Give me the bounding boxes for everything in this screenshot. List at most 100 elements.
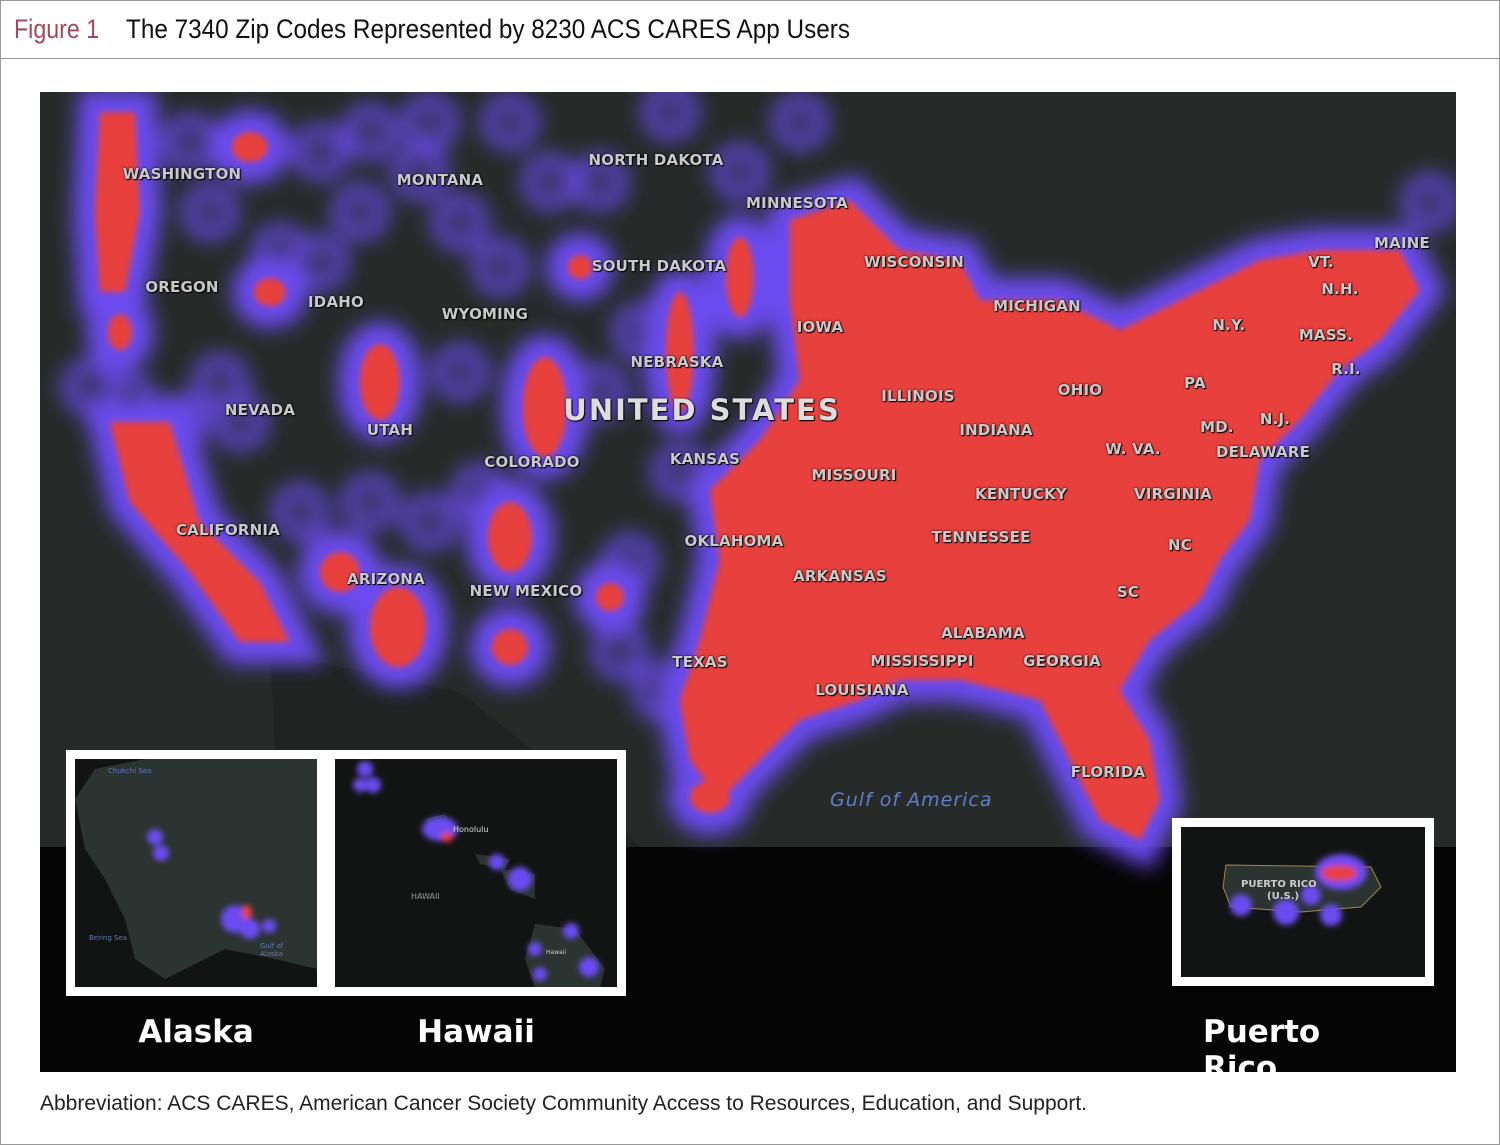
heat-dense-spot (488, 502, 532, 572)
heat-sparse-spot (452, 464, 508, 520)
heat-sparse-spot (642, 92, 698, 140)
figure-caption: Abbreviation: ACS CARES, American Cancer… (40, 1092, 1087, 1115)
heat-sparse-spot (432, 194, 488, 250)
heat-sparse-spot (342, 474, 398, 530)
heat-sparse-spot (572, 154, 628, 210)
heat-sparse-spot (592, 624, 648, 680)
heat-sparse-spot (522, 154, 578, 210)
heat-sparse-spot (292, 124, 348, 180)
state-label: OHIO (1057, 381, 1103, 399)
figure-number: Figure 1 (14, 14, 100, 44)
state-label: SOUTH DAKOTA (591, 257, 727, 275)
heat-dense-spot (690, 781, 730, 813)
heat-sparse-spot (152, 394, 208, 450)
state-label: KENTUCKY (975, 485, 1067, 503)
bering-sea-label: Bering Sea (89, 934, 128, 942)
state-label: NEBRASKA (630, 353, 724, 371)
state-label: MINNESOTA (746, 194, 848, 212)
heat-dense-spot (666, 292, 694, 412)
state-label: WISCONSIN (864, 253, 964, 271)
state-label: CALIFORNIA (175, 521, 281, 539)
state-label: NEW MEXICO (469, 582, 583, 600)
state-label: OREGON (145, 278, 219, 296)
state-label: TEXAS (672, 653, 728, 671)
heat-sparse-spot (292, 234, 348, 290)
heat-dense-spot (254, 278, 286, 306)
heat-sparse-spot (102, 374, 158, 430)
heat-sparse-spot (1402, 174, 1456, 230)
figure-title: The 7340 Zip Codes Represented by 8230 A… (126, 14, 851, 44)
us-territory-label: (U.S.) (1267, 891, 1300, 902)
state-label: N.H. (1321, 280, 1359, 298)
heat-dense-region (110, 422, 290, 642)
state-label: KANSAS (669, 450, 741, 468)
heat-dense-spot (523, 357, 567, 457)
state-label: GEORGIA (1023, 652, 1101, 670)
state-label: MASS. (1298, 326, 1354, 344)
heat-sparse-spot (472, 239, 528, 295)
hawaii-inset: Honolulu HAWAII Hawaii (326, 750, 626, 996)
heat-sparse-spot (402, 494, 458, 550)
state-label: COLORADO (484, 453, 580, 471)
state-label: INDIANA (959, 421, 1033, 439)
state-label: N.J. (1259, 410, 1291, 428)
heat-dense-region (680, 200, 1420, 840)
hawaii-map (353, 761, 605, 987)
state-label: FLORIDA (1070, 763, 1146, 781)
heat-sparse-spot (772, 94, 828, 150)
heat-dense-spot (108, 314, 132, 350)
state-label: IDAHO (308, 293, 364, 311)
heat-sparse-spot (602, 534, 658, 590)
heat-sparse-spot (432, 344, 488, 400)
heat-sparse-spot (632, 664, 688, 720)
state-label: LOUISIANA (815, 681, 909, 699)
state-label: NORTH DAKOTA (588, 151, 724, 169)
state-label: ILLINOIS (881, 387, 955, 405)
heat-sparse-spot (392, 144, 448, 200)
hawaii-title: Hawaii (417, 1014, 535, 1050)
heat-dense-spot (492, 629, 528, 665)
puerto-rico-map (1222, 854, 1382, 926)
state-label: OKLAHOMA (684, 532, 784, 550)
state-label: ARKANSAS (793, 567, 887, 585)
state-label: NEVADA (224, 401, 296, 419)
alaska-title: Alaska (138, 1014, 254, 1050)
heat-sparse-spot (572, 364, 628, 420)
heat-dense-spot (726, 237, 754, 317)
state-label: R.I. (1331, 360, 1361, 378)
heat-sparse-spot (212, 394, 268, 450)
state-label: MICHIGAN (993, 297, 1081, 315)
heat-sparse-spot (482, 94, 538, 150)
heat-sparse-spot (402, 94, 458, 150)
alaska-inset: Chukchi Sea Bering Sea Gulf of Alaska (66, 750, 326, 996)
state-label: W. VA. (1105, 440, 1161, 458)
state-label: TENNESSEE (931, 528, 1031, 546)
state-label: MISSISSIPPI (870, 652, 974, 670)
state-label: ALABAMA (941, 624, 1025, 642)
heat-dense-spot (360, 344, 400, 420)
state-label: WYOMING (441, 305, 529, 323)
heat-sparse-spot (182, 184, 238, 240)
state-label: MD. (1200, 418, 1234, 436)
heatmap-layer (40, 92, 1456, 870)
state-label: WASHINGTON (122, 165, 242, 183)
figure-header: Figure 1 The 7340 Zip Codes Represented … (0, 0, 1500, 59)
state-label: VIRGINIA (1134, 485, 1212, 503)
state-label: ARIZONA (347, 570, 425, 588)
gulf-of-alaska-label: Gulf of Alaska (260, 942, 284, 958)
state-label: IOWA (796, 318, 844, 336)
state-label: VT. (1308, 253, 1334, 271)
heat-sparse-spot (332, 184, 388, 240)
heat-sparse-spot (252, 224, 308, 280)
honolulu-label: Honolulu (453, 825, 489, 834)
state-label: MISSOURI (811, 466, 897, 484)
state-label: NC (1168, 536, 1192, 554)
heat-sparse-spot (272, 484, 328, 540)
state-label: SC (1116, 583, 1140, 601)
heat-sparse-spot (342, 104, 398, 160)
state-label: MAINE (1374, 234, 1430, 252)
heat-sparse-spot (712, 144, 768, 200)
heat-dense-spot (596, 583, 624, 611)
heat-sparse-spot (192, 354, 248, 410)
heat-dense-region (95, 112, 140, 292)
